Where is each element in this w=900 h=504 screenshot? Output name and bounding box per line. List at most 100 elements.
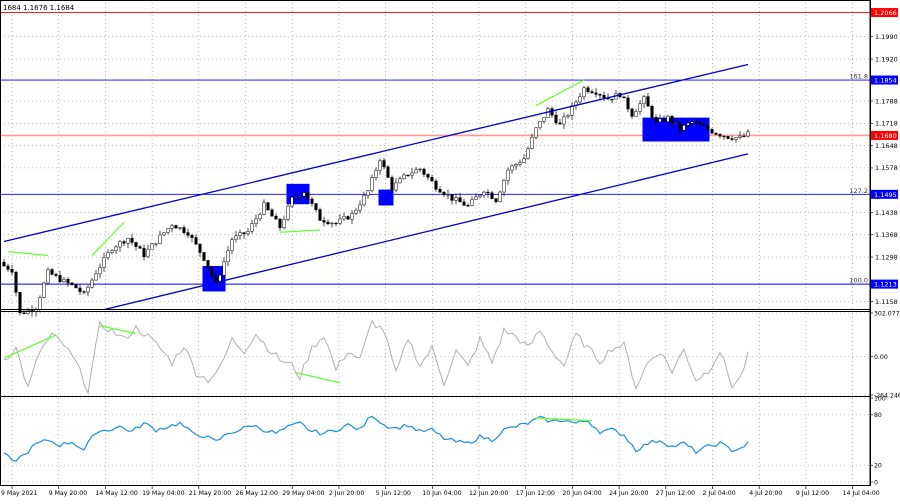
candle-body-150 bbox=[602, 95, 606, 98]
candle-body-60 bbox=[242, 232, 246, 235]
candle-body-120 bbox=[482, 191, 486, 196]
fib-100.0-price-tag bbox=[871, 279, 898, 289]
candle-body-72 bbox=[290, 196, 294, 207]
time-tick-label-1: 9 May 20:00 bbox=[49, 490, 88, 497]
candle-body-129 bbox=[518, 162, 522, 165]
candle-body-33 bbox=[134, 242, 138, 247]
candle-body-146 bbox=[586, 87, 590, 92]
candle-body-21 bbox=[86, 286, 90, 293]
candle-body-140 bbox=[562, 116, 566, 125]
time-tick-label-14: 27 Jun 12:00 bbox=[656, 490, 695, 497]
candle-body-185 bbox=[742, 135, 746, 138]
candle-body-56 bbox=[226, 250, 230, 263]
candle-body-160 bbox=[642, 96, 646, 105]
candle-body-138 bbox=[554, 114, 558, 124]
candle-body-67 bbox=[270, 209, 274, 217]
candle-body-64 bbox=[258, 214, 262, 220]
candle-body-43 bbox=[174, 225, 178, 229]
price-levels: 161.8 127.2 100.0 bbox=[0, 12, 870, 285]
price-tick-label-0: 1.1990 bbox=[875, 33, 898, 41]
candle-body-90 bbox=[362, 195, 366, 206]
candle-body-106 bbox=[426, 174, 430, 178]
candle-body-184 bbox=[738, 135, 742, 138]
candle-body-97 bbox=[390, 177, 394, 191]
candle-body-22 bbox=[90, 279, 94, 288]
candle-body-139 bbox=[558, 122, 562, 125]
candle-body-13 bbox=[54, 274, 58, 276]
candle-body-19 bbox=[78, 287, 82, 292]
candle-body-152 bbox=[610, 98, 614, 101]
time-axis: 9 May 2021 9 May 20:00 14 May 12:00 19 May … bbox=[1, 486, 880, 497]
candle-body-44 bbox=[178, 227, 182, 229]
candle-body-168 bbox=[674, 122, 678, 124]
candle-body-110 bbox=[442, 192, 446, 196]
rsi-tick-label-2: 20 bbox=[874, 463, 882, 470]
candle-body-131 bbox=[526, 148, 530, 159]
candle-body-130 bbox=[522, 158, 526, 163]
candle-body-49 bbox=[198, 243, 202, 253]
rsi-panel bbox=[3, 415, 749, 462]
candle-body-46 bbox=[186, 232, 190, 236]
candle-body-178 bbox=[714, 132, 718, 135]
candle-body-87 bbox=[350, 213, 354, 220]
candle-body-176 bbox=[706, 125, 710, 130]
candle-body-38 bbox=[154, 243, 158, 245]
candle-body-127 bbox=[510, 165, 514, 171]
candle-body-37 bbox=[150, 243, 154, 250]
candle-body-28 bbox=[114, 246, 118, 251]
divergence-main-1 bbox=[91, 221, 125, 256]
candle-body-169 bbox=[678, 122, 682, 131]
candle-body-182 bbox=[730, 138, 734, 140]
candle-body-136 bbox=[546, 108, 550, 118]
fib-127.2-price-tag-label: 1.1495 bbox=[874, 191, 897, 199]
candle-body-68 bbox=[274, 215, 278, 220]
divergence-main-0 bbox=[7, 251, 49, 257]
divergence-cci-0 bbox=[3, 334, 57, 359]
candle-body-165 bbox=[662, 118, 666, 122]
candle-body-186 bbox=[746, 131, 750, 137]
candle-body-102 bbox=[410, 172, 414, 176]
time-tick-label-12: 20 Jun 04:00 bbox=[562, 490, 601, 497]
candle-body-141 bbox=[566, 115, 570, 118]
candle-body-89 bbox=[358, 204, 362, 211]
fib-161.8-price-tag-label: 1.1854 bbox=[874, 77, 897, 85]
candle-body-69 bbox=[278, 218, 282, 229]
quote-header: 1684 1.1676 1.1684 bbox=[3, 4, 75, 12]
candle-body-162 bbox=[650, 106, 654, 118]
candle-body-81 bbox=[326, 221, 330, 225]
candle-body-3 bbox=[14, 271, 18, 293]
level-1.2066-price-tag-label: 1.2066 bbox=[874, 9, 897, 17]
candle-body-88 bbox=[354, 209, 358, 214]
candle-body-62 bbox=[250, 223, 254, 232]
candle-body-115 bbox=[462, 201, 466, 206]
candle-body-156 bbox=[626, 97, 630, 110]
candle-body-48 bbox=[194, 237, 198, 245]
candle-body-74 bbox=[298, 195, 302, 198]
candle-body-31 bbox=[126, 238, 130, 244]
time-tick-label-10: 12 Jun 20:00 bbox=[469, 490, 508, 497]
candle-body-83 bbox=[334, 222, 338, 225]
candle-body-25 bbox=[102, 257, 106, 268]
candle-body-183 bbox=[734, 137, 738, 140]
candle-body-65 bbox=[262, 202, 266, 215]
cci-tick-label-0: 302.077 bbox=[874, 310, 900, 317]
box-5-jun bbox=[286, 183, 310, 205]
fib-100.0-fib-label: 100.0 bbox=[849, 277, 868, 285]
candle-body-175 bbox=[702, 124, 706, 127]
time-tick-label-7: 2 Jun 20:00 bbox=[329, 490, 364, 497]
candle-body-173 bbox=[694, 121, 698, 123]
time-tick-label-3: 19 May 04:00 bbox=[142, 490, 184, 497]
candle-body-133 bbox=[534, 127, 538, 138]
candle-body-149 bbox=[598, 94, 602, 96]
candle-body-172 bbox=[690, 121, 694, 124]
candle-body-95 bbox=[382, 160, 386, 168]
time-tick-label-4: 21 May 20:00 bbox=[189, 490, 231, 497]
candle-body-29 bbox=[118, 241, 122, 248]
candle-body-35 bbox=[142, 248, 146, 258]
candle-body-41 bbox=[166, 228, 170, 233]
price-tick-label-4: 1.1648 bbox=[875, 142, 898, 150]
candle-body-85 bbox=[342, 216, 346, 220]
candle-body-98 bbox=[394, 182, 398, 191]
candle-body-9 bbox=[38, 297, 42, 310]
